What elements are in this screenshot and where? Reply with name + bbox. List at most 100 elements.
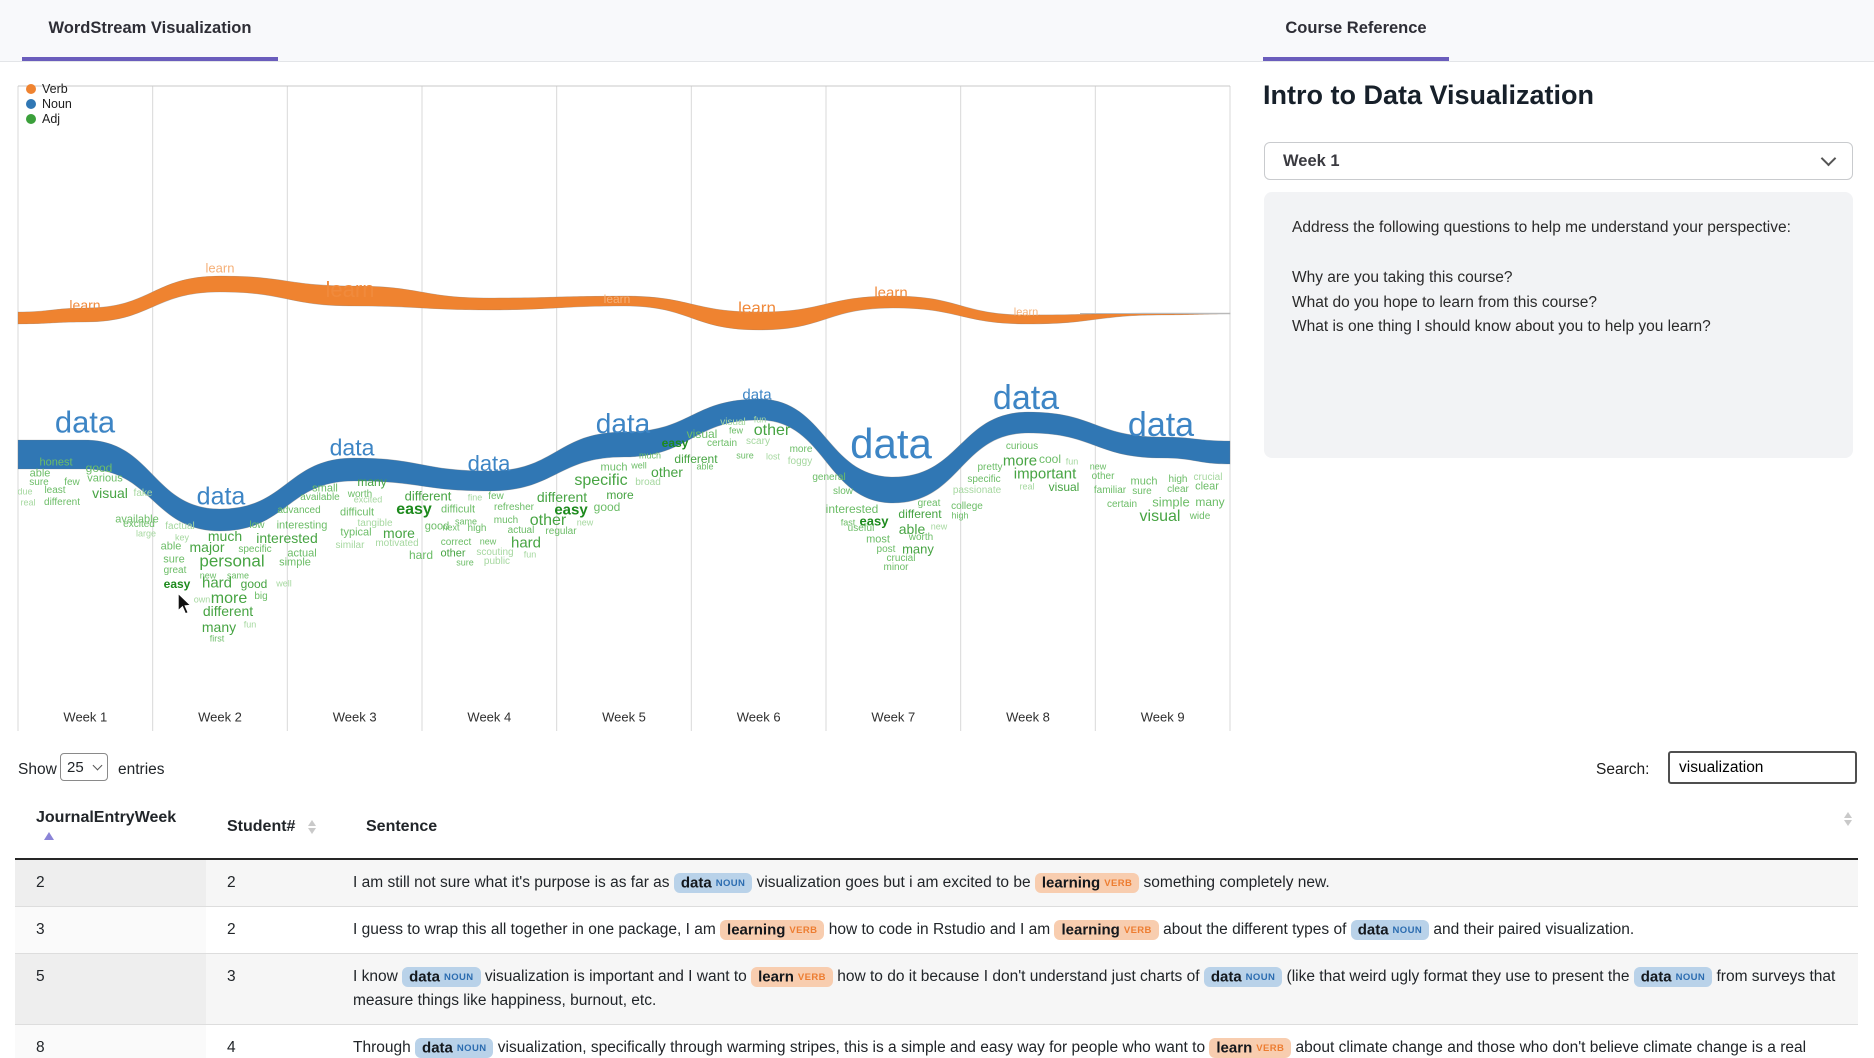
chart-word-adj[interactable]: fun <box>1065 456 1079 467</box>
chart-word-noun[interactable]: data <box>329 434 375 461</box>
chart-word-adj[interactable]: specific <box>574 472 628 489</box>
chart-word-adj[interactable]: useful <box>847 523 875 534</box>
chart-word-verb[interactable]: learn <box>738 298 776 318</box>
chart-word-adj[interactable]: difficult <box>339 506 375 519</box>
chart-word-adj[interactable]: certain <box>1106 499 1138 510</box>
chart-word-noun[interactable]: data <box>850 420 932 467</box>
chart-word-adj[interactable]: good <box>240 577 268 591</box>
chart-word-adj[interactable]: visual <box>720 417 746 428</box>
chart-word-adj[interactable]: simple <box>279 556 311 569</box>
chart-word-adj[interactable]: first <box>209 633 225 644</box>
tab-course-reference[interactable]: Course Reference <box>1263 0 1449 61</box>
chart-word-adj[interactable]: good <box>85 461 113 475</box>
chart-word-verb[interactable]: learn <box>205 260 235 276</box>
chart-word-adj[interactable]: clear <box>1167 484 1189 495</box>
chart-word-adj[interactable]: sure <box>29 477 49 488</box>
chart-word-adj[interactable]: most <box>866 533 890 546</box>
chart-word-verb[interactable]: learn <box>603 292 631 306</box>
chart-word-adj[interactable]: low <box>249 520 265 531</box>
chart-word-noun[interactable]: data <box>54 404 116 440</box>
chart-word-noun[interactable]: data <box>742 386 772 404</box>
chart-word-adj[interactable]: great <box>917 498 941 509</box>
chart-word-adj[interactable]: scouting <box>476 547 514 558</box>
chart-word-adj[interactable]: high <box>1168 474 1188 485</box>
chart-word-adj[interactable]: worth <box>347 489 373 500</box>
chart-word-adj[interactable]: same <box>454 516 478 527</box>
chart-word-adj[interactable]: able <box>696 461 714 472</box>
chart-word-adj[interactable]: various <box>87 472 123 485</box>
chart-word-adj[interactable]: real <box>1019 481 1035 492</box>
chart-word-adj[interactable]: honest <box>39 456 73 469</box>
chart-word-adj[interactable]: public <box>483 556 511 567</box>
chart-word-adj[interactable]: scary <box>746 436 770 447</box>
chart-word-adj[interactable]: broad <box>635 477 661 488</box>
chart-word-adj[interactable]: other <box>651 464 683 480</box>
chart-word-noun[interactable]: data <box>467 451 511 476</box>
table-row[interactable]: 2 2 I am still not sure what it's purpose … <box>15 859 1858 907</box>
chart-word-noun[interactable]: data <box>196 482 246 511</box>
chart-word-adj[interactable]: actual <box>287 547 317 560</box>
chart-word-adj[interactable]: advanced <box>277 505 321 516</box>
chart-word-adj[interactable]: least <box>44 485 66 496</box>
chart-word-adj[interactable]: well <box>631 460 647 471</box>
chart-word-adj[interactable]: easy <box>163 577 191 591</box>
chart-word-adj[interactable]: correct <box>440 537 472 548</box>
chart-word-adj[interactable]: different <box>404 488 452 504</box>
chart-word-adj[interactable]: crucial <box>886 553 916 564</box>
chart-word-adj[interactable]: able <box>29 467 51 480</box>
chart-word-adj[interactable]: other <box>753 422 791 439</box>
chart-word-adj[interactable]: crucial <box>1193 472 1223 483</box>
chart-word-adj[interactable]: due <box>17 486 33 497</box>
chart-word-adj[interactable]: regular <box>545 526 577 537</box>
search-input[interactable] <box>1668 751 1857 784</box>
chart-word-adj[interactable]: specific <box>967 474 1001 485</box>
chart-word-adj[interactable]: few <box>64 477 80 488</box>
week-select-dropdown[interactable]: Week 1 <box>1264 142 1853 180</box>
chart-word-adj[interactable]: certain <box>706 438 738 449</box>
chart-word-adj[interactable]: many <box>902 541 934 557</box>
chart-word-adj[interactable]: other <box>1091 471 1115 482</box>
chart-word-adj[interactable]: simple <box>1152 494 1190 510</box>
chart-word-adj[interactable]: high <box>467 523 487 534</box>
column-header-student[interactable]: Student# <box>206 798 345 860</box>
chart-word-adj[interactable]: refresher <box>493 502 535 513</box>
chart-word-adj[interactable]: easy <box>661 436 689 450</box>
chart-word-adj[interactable]: fun <box>753 414 767 425</box>
chart-word-adj[interactable]: sure <box>456 557 474 568</box>
chart-word-adj[interactable]: motivated <box>375 538 419 549</box>
column-header-journalentryweek[interactable]: JournalEntryWeek <box>15 798 206 860</box>
chart-word-adj[interactable]: worth <box>908 532 934 543</box>
chart-word-adj[interactable]: next <box>442 522 460 533</box>
chart-word-adj[interactable]: sure <box>736 450 754 461</box>
chart-word-adj[interactable]: much <box>600 461 628 474</box>
chart-word-adj[interactable]: foggy <box>787 456 813 467</box>
chart-word-adj[interactable]: visual <box>92 485 128 501</box>
chart-word-adj[interactable]: sure <box>163 553 185 566</box>
chart-word-noun[interactable]: data <box>992 379 1060 417</box>
chart-word-adj[interactable]: new <box>576 517 594 528</box>
chart-word-adj[interactable]: passionate <box>952 485 1002 496</box>
table-row[interactable]: 3 2 I guess to wrap this all together in o… <box>15 906 1858 954</box>
chart-word-adj[interactable]: new <box>1089 461 1107 472</box>
chart-word-adj[interactable]: few <box>728 425 744 436</box>
chart-word-adj[interactable]: pretty <box>977 462 1003 473</box>
chart-word-adj[interactable]: real <box>20 497 36 508</box>
chart-word-adj[interactable]: interested <box>256 530 318 546</box>
chart-word-adj[interactable]: visual <box>1139 508 1181 525</box>
column-header-sentence[interactable]: Sentence <box>345 798 1858 860</box>
chart-word-verb[interactable]: learn <box>874 284 908 302</box>
chart-word-adj[interactable]: fast <box>840 517 856 528</box>
chart-word-noun[interactable]: data <box>595 408 651 439</box>
chart-word-adj[interactable]: major <box>189 539 225 555</box>
chart-word-adj[interactable]: easy <box>554 501 588 519</box>
chart-word-adj[interactable]: other <box>529 512 567 529</box>
chart-word-adj[interactable]: familiar <box>1093 485 1127 496</box>
chart-word-adj[interactable]: personal <box>199 551 265 571</box>
chart-word-adj[interactable]: excited <box>123 519 155 530</box>
chart-word-verb[interactable]: learn <box>69 297 101 313</box>
chart-word-adj[interactable]: factual <box>165 521 195 532</box>
chart-word-adj[interactable]: big <box>254 591 268 602</box>
chart-word-adj[interactable]: wide <box>1189 511 1211 522</box>
chart-word-adj[interactable]: well <box>276 578 292 589</box>
chart-word-adj[interactable]: lost <box>765 451 781 462</box>
